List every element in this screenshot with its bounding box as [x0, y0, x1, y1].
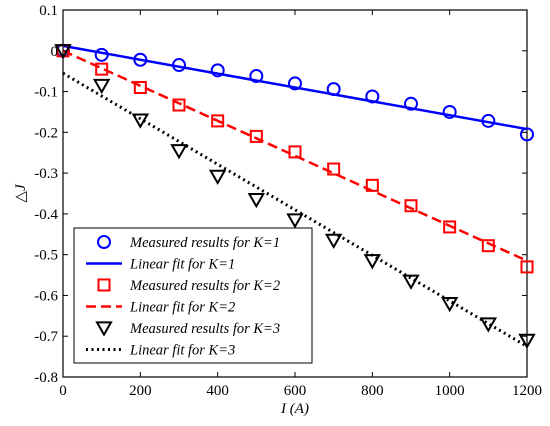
legend-label-2: Measured results for K=2	[129, 278, 280, 294]
legend-label-1: Linear fit for K=1	[129, 257, 235, 273]
legend-marker-4	[95, 321, 113, 337]
data-point-series-2	[211, 114, 225, 128]
series-layer	[54, 43, 536, 349]
data-point-series-0	[94, 47, 109, 62]
data-point-series-0	[365, 89, 380, 104]
data-point-series-4	[208, 169, 227, 186]
y-axis-label: △J	[13, 183, 29, 203]
y-tick-label: 0.1	[39, 3, 58, 19]
fit-line-series-1	[62, 44, 528, 131]
fit-line-series-3	[62, 49, 528, 262]
data-point-series-4	[479, 317, 498, 333]
y-tick-label: -0.6	[34, 288, 58, 304]
x-tick-label: 1200	[512, 383, 542, 399]
data-point-series-4	[54, 44, 72, 60]
ticks-layer: 0 200 400 600 800 1000 1200 0.1 0 -0.1 -0.2 -0.3 -0.…	[34, 3, 542, 399]
data-point-series-2	[365, 178, 379, 192]
legend-box	[73, 227, 313, 364]
data-point-series-2	[172, 98, 186, 112]
data-point-series-4	[92, 78, 111, 95]
data-point-series-2	[443, 220, 457, 234]
legend-label-3: Linear fit for K=2	[129, 300, 235, 316]
data-point-series-4	[170, 144, 188, 160]
fit-line-series-5	[62, 71, 528, 348]
legend-marker-0	[97, 235, 111, 249]
legend-label-0: Measured results for K=1	[129, 235, 280, 251]
x-tick-label: 1000	[435, 383, 465, 399]
data-point-series-2	[327, 162, 341, 176]
x-tick-label: 400	[206, 383, 229, 399]
y-tick-label: -0.3	[34, 166, 58, 182]
data-point-series-0	[404, 96, 418, 111]
data-point-series-0	[520, 127, 534, 142]
y-tick-label: -0.7	[34, 329, 58, 345]
data-point-series-2	[249, 129, 263, 143]
data-point-series-4	[440, 297, 459, 313]
data-point-series-2	[288, 145, 302, 159]
x-tick-label: 800	[361, 383, 384, 399]
data-point-series-2	[133, 80, 147, 94]
y-tick-label: -0.5	[34, 248, 58, 264]
y-tick-label: -0.4	[34, 207, 58, 223]
legend-label-4: Measured results for K=3	[129, 321, 280, 337]
x-tick-label: 600	[284, 383, 307, 399]
data-point-series-4	[402, 274, 420, 290]
data-point-series-2	[404, 199, 418, 213]
data-point-series-0	[442, 104, 457, 119]
x-axis-label: I (A)	[280, 401, 309, 417]
y-tick-label: 0	[51, 44, 59, 60]
data-point-series-2	[95, 62, 109, 76]
legend: Measured results for K=1 Linear fit for K…	[73, 227, 313, 364]
data-point-series-0	[210, 63, 225, 78]
legend-marker-2	[97, 278, 111, 292]
data-point-series-0	[481, 113, 496, 128]
data-point-series-0	[172, 58, 186, 73]
data-point-series-0	[288, 76, 302, 91]
data-point-series-4	[286, 213, 304, 229]
x-tick-label: 0	[59, 383, 67, 399]
data-point-series-2	[520, 260, 534, 274]
data-point-series-4	[518, 333, 536, 349]
data-point-series-0	[249, 69, 264, 84]
data-point-series-0	[133, 52, 148, 67]
data-point-series-0	[326, 82, 341, 97]
data-point-series-2	[481, 239, 495, 253]
data-point-series-4	[131, 113, 150, 129]
y-tick-label: -0.1	[34, 85, 58, 101]
y-tick-label: -0.2	[34, 125, 58, 141]
y-tick-label: -0.8	[34, 370, 58, 386]
data-point-series-4	[324, 233, 343, 250]
data-point-series-4	[247, 193, 266, 209]
data-point-series-4	[363, 254, 382, 270]
x-tick-label: 200	[129, 383, 152, 399]
legend-label-5: Linear fit for K=3	[129, 343, 235, 359]
